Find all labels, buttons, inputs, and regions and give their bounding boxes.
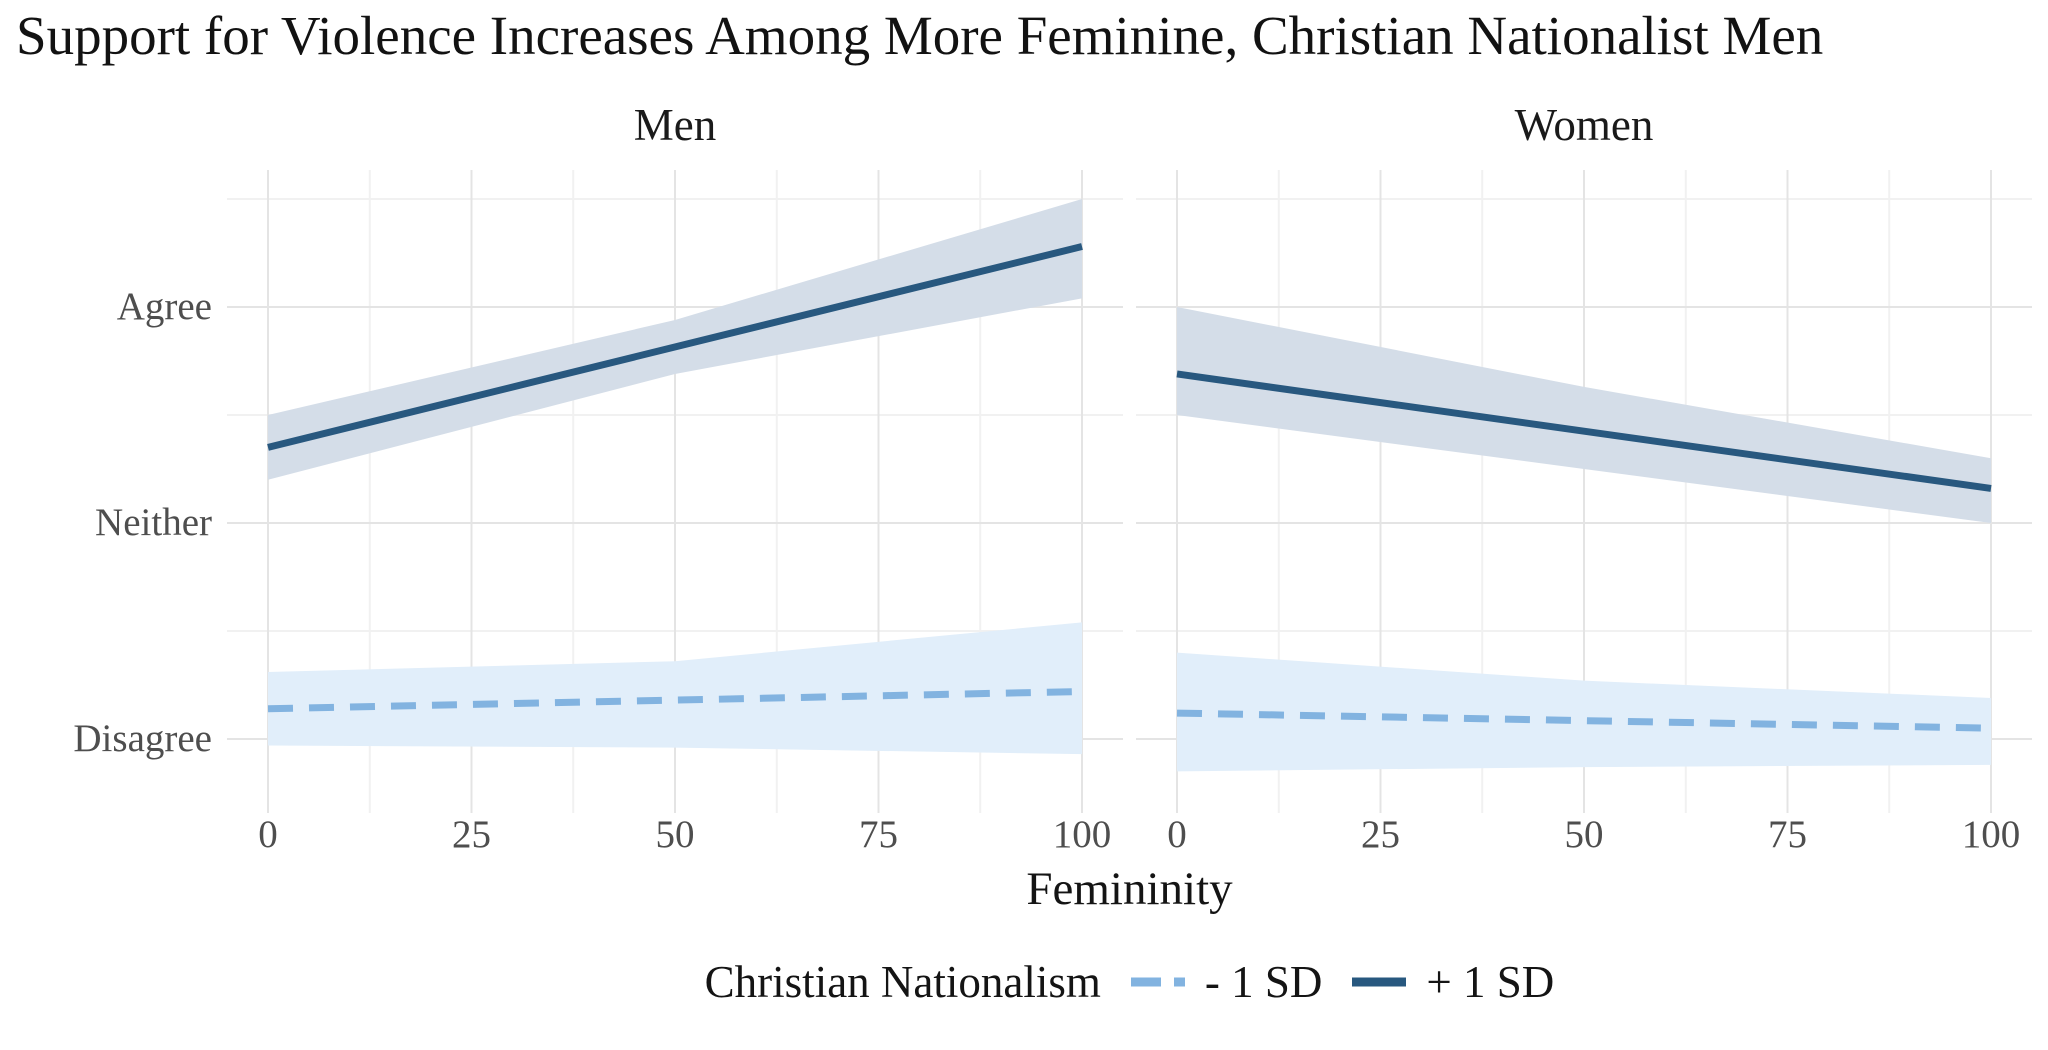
y-tick-label: Disagree <box>73 717 212 760</box>
x-tick-label: 25 <box>452 813 491 856</box>
x-tick-label: 0 <box>1167 813 1187 856</box>
x-tick-label: 25 <box>1361 813 1400 856</box>
trend-line-plus-1sd <box>1176 370 1992 492</box>
confidence-ribbon-minus-1sd <box>268 622 1082 755</box>
legend-title: Christian Nationalism <box>704 957 1101 1007</box>
trend-line-minus-1sd <box>267 687 1083 713</box>
legend-item-minus-1sd: - 1 SD <box>1130 956 1323 1008</box>
facet-label-men: Men <box>633 100 717 150</box>
solid-line-key-icon <box>1352 977 1407 987</box>
x-tick-label: 50 <box>1564 813 1604 856</box>
x-tick-label: 100 <box>1052 813 1112 856</box>
chart-title: Support for Violence Increases Among Mor… <box>16 5 1824 66</box>
trend-line-minus-1sd <box>1176 709 1992 732</box>
x-tick-label: 100 <box>1961 813 2021 856</box>
dashed-line-key-icon <box>1130 977 1185 987</box>
legend: Christian Nationalism - 1 SD + 1 SD <box>227 956 2032 1008</box>
legend-item-label: + 1 SD <box>1426 957 1555 1007</box>
x-tick-label: 75 <box>859 813 898 856</box>
x-tick-label: 0 <box>258 813 278 856</box>
legend-item-label: - 1 SD <box>1204 957 1323 1007</box>
legend-item-plus-1sd: + 1 SD <box>1352 956 1554 1008</box>
trend-line-plus-1sd <box>267 243 1083 451</box>
confidence-ribbon-minus-1sd <box>1177 652 1991 772</box>
y-tick-label: Agree <box>116 285 212 328</box>
x-axis-title: Femininity <box>1026 863 1233 915</box>
confidence-ribbon-plus-1sd <box>268 199 1082 480</box>
confidence-ribbon-plus-1sd <box>1177 307 1991 523</box>
x-tick-label: 50 <box>655 813 695 856</box>
x-tick-label: 75 <box>1768 813 1807 856</box>
facet-label-women: Women <box>1514 100 1654 150</box>
y-tick-label: Neither <box>95 501 212 544</box>
